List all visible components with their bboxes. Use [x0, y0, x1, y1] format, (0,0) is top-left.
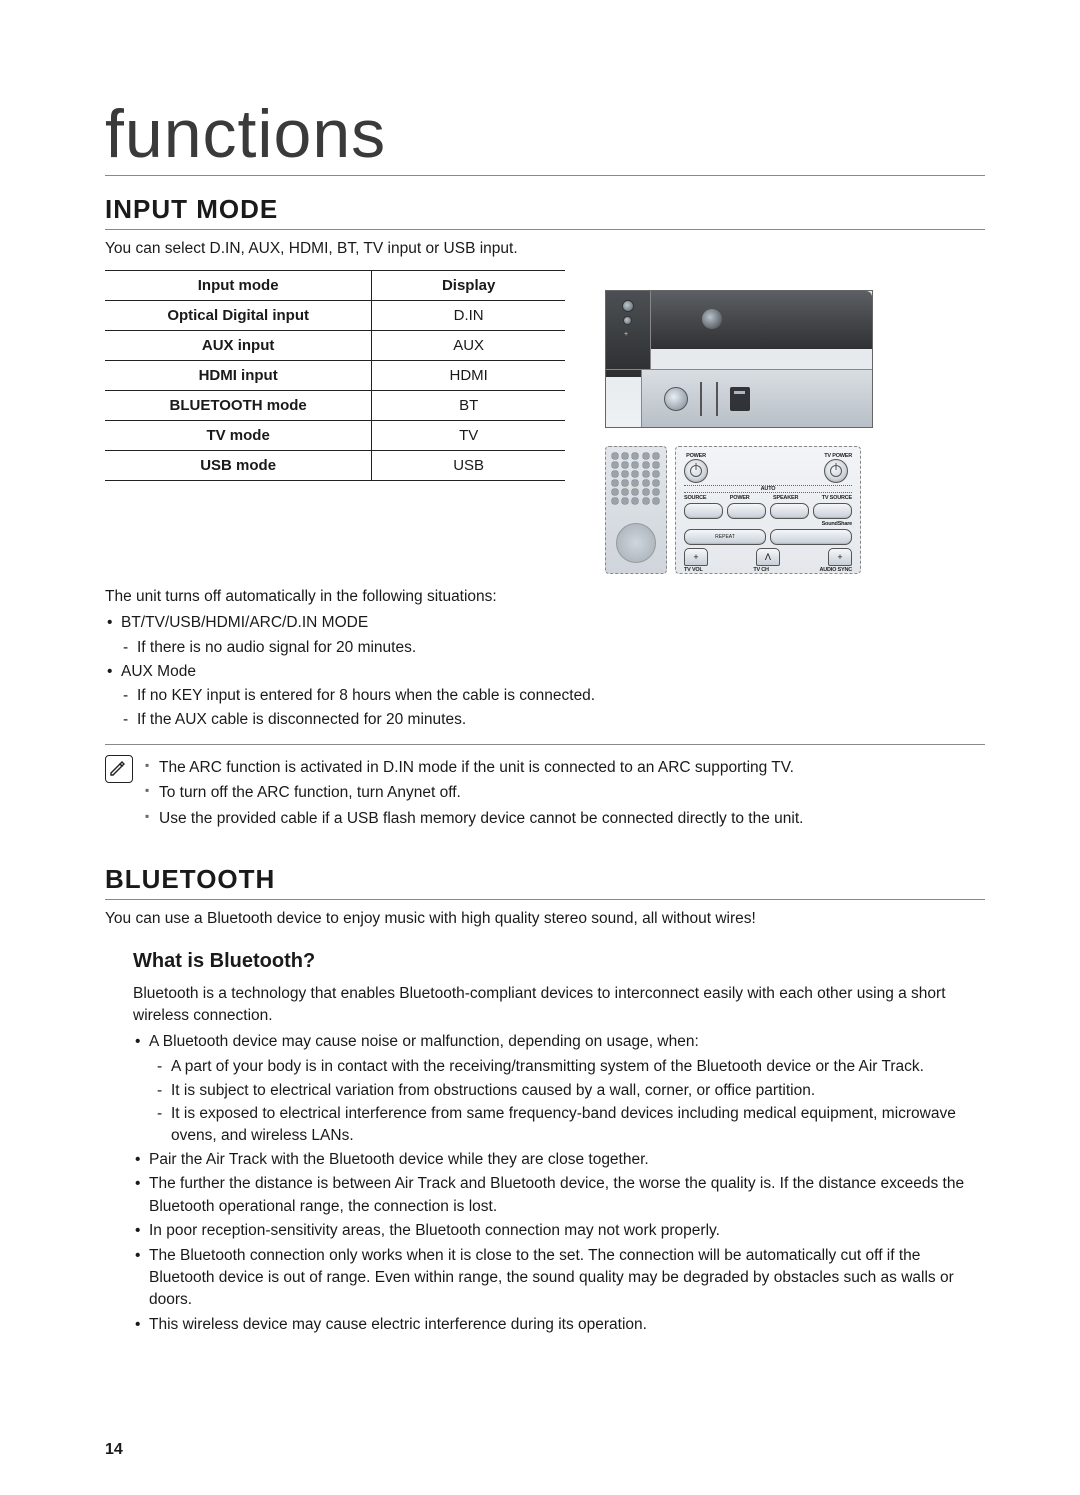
- table-cell: AUX input: [105, 331, 372, 361]
- list-item: AUX ModeIf no KEY input is entered for 8…: [105, 661, 985, 731]
- label-source: SOURCE: [684, 495, 706, 501]
- table-row: Optical Digital inputD.IN: [105, 301, 565, 331]
- capsule-button-icon: [813, 503, 852, 519]
- section-heading-input-mode: INPUT MODE: [105, 194, 985, 230]
- table-row: HDMI inputHDMI: [105, 361, 565, 391]
- list-item: It is exposed to electrical interference…: [155, 1103, 985, 1146]
- note-box: The ARC function is activated in D.IN mo…: [105, 744, 985, 831]
- remote-zoom-panel: POWER TV POWER AUTO SOURCE POWER SPEAKER…: [675, 446, 861, 574]
- table-cell: USB mode: [105, 451, 372, 481]
- bluetooth-lead: Bluetooth is a technology that enables B…: [133, 983, 985, 1028]
- capsule-button-icon: [770, 503, 809, 519]
- label-soundshare: SoundShare: [822, 521, 852, 527]
- table-cell: AUX: [372, 331, 565, 361]
- label-audio-sync: AUDIO SYNC: [819, 567, 852, 573]
- table-row: USB modeUSB: [105, 451, 565, 481]
- label-tv-power: TV POWER: [824, 453, 852, 459]
- list-item: In poor reception-sensitivity areas, the…: [133, 1220, 985, 1242]
- notes-list: The ARC function is activated in D.IN mo…: [143, 755, 803, 831]
- label-speaker: SPEAKER: [773, 495, 798, 501]
- section-heading-bluetooth: BLUETOOTH: [105, 864, 985, 900]
- panel-display-icon: [730, 387, 750, 411]
- table-row: AUX inputAUX: [105, 331, 565, 361]
- table-cell: TV: [372, 421, 565, 451]
- plus-toggle-icon: +: [684, 548, 708, 566]
- list-item: If the AUX cable is disconnected for 20 …: [121, 709, 985, 731]
- bluetooth-intro: You can use a Bluetooth device to enjoy …: [105, 910, 985, 928]
- table-cell: HDMI: [372, 361, 565, 391]
- table-cell: Optical Digital input: [105, 301, 372, 331]
- label-tv-vol: TV VOL: [684, 567, 703, 573]
- label-power: POWER: [684, 453, 708, 459]
- table-cell: HDMI input: [105, 361, 372, 391]
- label-auto: AUTO: [761, 486, 776, 492]
- list-item: Pair the Air Track with the Bluetooth de…: [133, 1149, 985, 1171]
- input-mode-table: Input mode Display Optical Digital input…: [105, 270, 565, 481]
- plus-toggle-icon: +: [828, 548, 852, 566]
- table-row: BLUETOOTH modeBT: [105, 391, 565, 421]
- power-button-icon: [684, 459, 708, 483]
- auto-off-list: BT/TV/USB/HDMI/ARC/D.IN MODEIf there is …: [105, 612, 985, 730]
- capsule-button-icon: [770, 529, 852, 545]
- panel-button-icon: [664, 387, 688, 411]
- bluetooth-bullets: A Bluetooth device may cause noise or ma…: [133, 1031, 985, 1336]
- list-item: The further the distance is between Air …: [133, 1173, 985, 1218]
- list-item: It is subject to electrical variation fr…: [155, 1080, 985, 1102]
- list-item: This wireless device may cause electric …: [133, 1314, 985, 1336]
- capsule-button-icon: [684, 503, 723, 519]
- list-item: Use the provided cable if a USB flash me…: [143, 807, 803, 831]
- table-header-input-mode: Input mode: [105, 271, 372, 301]
- list-item: If no KEY input is entered for 8 hours w…: [121, 685, 985, 707]
- list-item: BT/TV/USB/HDMI/ARC/D.IN MODEIf there is …: [105, 612, 985, 658]
- input-mode-intro: You can select D.IN, AUX, HDMI, BT, TV i…: [105, 240, 985, 258]
- repeat-button-icon: REPEAT: [684, 529, 766, 545]
- remote-full-outline: [605, 446, 667, 574]
- device-panel-illustration: +: [605, 290, 873, 428]
- label-s-power: POWER: [730, 495, 750, 501]
- label-repeat: REPEAT: [715, 534, 735, 540]
- table-cell: BLUETOOTH mode: [105, 391, 372, 421]
- label-tv-source: TV SOURCE: [822, 495, 852, 501]
- remote-illustration: POWER TV POWER AUTO SOURCE POWER SPEAKER…: [605, 446, 873, 574]
- list-item: A Bluetooth device may cause noise or ma…: [133, 1031, 985, 1146]
- table-cell: D.IN: [372, 301, 565, 331]
- sub-heading-what-is-bluetooth: What is Bluetooth?: [133, 950, 985, 973]
- list-item: To turn off the ARC function, turn Anyne…: [143, 781, 803, 805]
- list-item: The Bluetooth connection only works when…: [133, 1245, 985, 1312]
- table-cell: USB: [372, 451, 565, 481]
- tv-power-button-icon: [824, 459, 848, 483]
- capsule-button-icon: [727, 503, 766, 519]
- input-mode-body: Input mode Display Optical Digital input…: [105, 270, 985, 574]
- page-title: functions: [105, 95, 985, 176]
- table-row: TV modeTV: [105, 421, 565, 451]
- label-tv-ch: TV CH: [753, 567, 769, 573]
- up-toggle-icon: ᐱ: [756, 548, 780, 566]
- auto-off-lead: The unit turns off automatically in the …: [105, 586, 985, 608]
- page-number: 14: [105, 1441, 123, 1459]
- list-item: A part of your body is in contact with t…: [155, 1056, 985, 1078]
- list-item: If there is no audio signal for 20 minut…: [121, 637, 985, 659]
- list-item: The ARC function is activated in D.IN mo…: [143, 756, 803, 780]
- table-cell: BT: [372, 391, 565, 421]
- note-pencil-icon: [105, 755, 133, 783]
- table-header-display: Display: [372, 271, 565, 301]
- table-cell: TV mode: [105, 421, 372, 451]
